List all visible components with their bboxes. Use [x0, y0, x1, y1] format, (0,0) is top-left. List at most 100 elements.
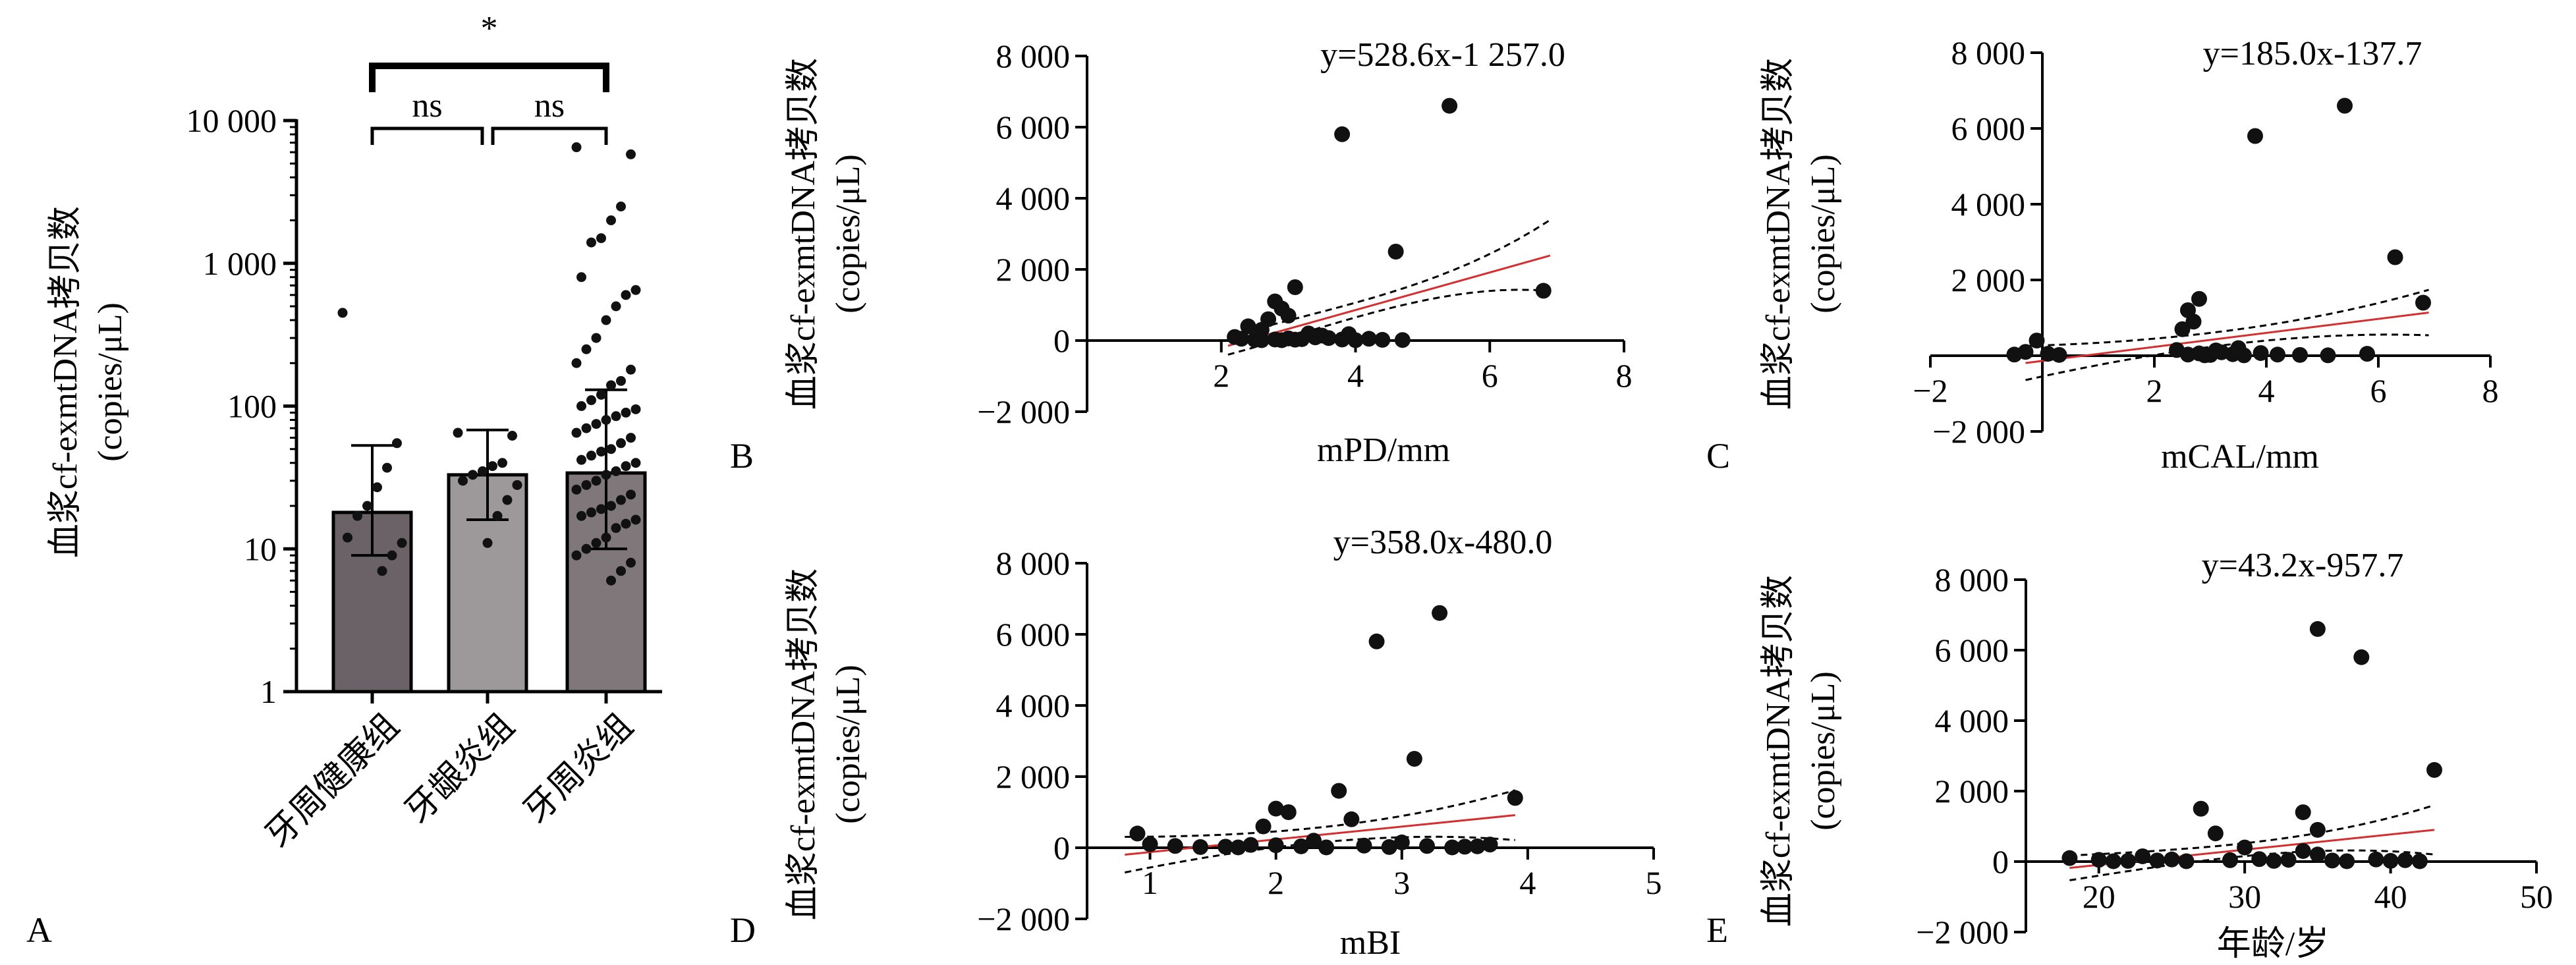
d-y-tick-label: −2 000: [977, 900, 1070, 937]
c-data-point: [2270, 346, 2285, 363]
c-x-label: mCAL/mm: [2161, 438, 2319, 476]
b-x-tick-label: 6: [1482, 357, 1498, 394]
c-ci-upper: [2025, 289, 2429, 347]
a-data-point: [591, 476, 602, 486]
b-ci-upper: [1227, 219, 1551, 338]
e-x-tick-label: 20: [2083, 878, 2115, 915]
a-data-point: [576, 455, 586, 465]
c-data-point: [2191, 290, 2207, 307]
e-ci-lower: [2069, 849, 2435, 881]
a-data-point: [581, 480, 592, 490]
a-y-tick-label: 10: [244, 530, 277, 567]
a-data-point: [571, 142, 582, 153]
a-significance-label: ns: [412, 87, 442, 124]
d-y-label-line1: 血浆cf-exmtDNA拷贝数: [785, 568, 822, 920]
b-y-tick-label: 6 000: [996, 109, 1071, 146]
d-fit-line: [1125, 814, 1515, 856]
a-significance-bracket: [370, 126, 484, 145]
a-y-tick-label: 1 000: [203, 245, 277, 282]
e-data-point: [2193, 800, 2209, 817]
c-data-point: [2359, 346, 2375, 362]
c-fit-line: [2025, 312, 2429, 364]
e-data-point: [2149, 852, 2166, 869]
panel-c-letter: C: [1706, 436, 1730, 476]
a-data-point: [387, 550, 397, 561]
d-data-point: [1129, 825, 1146, 842]
e-data-point: [2295, 804, 2311, 821]
a-y-label-line2: (copies/μL): [92, 302, 129, 462]
d-data-point: [1243, 837, 1259, 853]
a-significance-bracket: [491, 126, 608, 145]
a-data-point: [626, 489, 636, 500]
d-data-point: [1469, 838, 1486, 854]
d-data-point: [1192, 839, 1208, 855]
c-y-tick-label: −2 000: [1932, 413, 2025, 450]
a-data-point: [626, 149, 636, 159]
b-x-label: mPD/mm: [1317, 431, 1450, 469]
c-y-tick-label: 2 000: [1951, 262, 2026, 298]
d-data-point: [1457, 839, 1473, 855]
a-data-point: [497, 458, 507, 468]
a-data-point: [606, 575, 616, 586]
e-data-point: [2266, 852, 2282, 869]
a-data-point: [337, 308, 348, 318]
a-data-point: [512, 480, 522, 490]
a-data-point: [616, 566, 626, 576]
a-category-label: 牙周炎组: [517, 707, 640, 831]
e-y-tick-label: 4 000: [1935, 702, 2009, 739]
d-x-tick-label: 5: [1646, 864, 1662, 901]
d-data-point: [1331, 783, 1347, 799]
c-data-point: [2292, 346, 2308, 363]
e-data-point: [2207, 825, 2224, 842]
e-data-point: [2426, 761, 2442, 778]
a-data-point: [611, 523, 621, 534]
a-data-point: [453, 427, 463, 438]
b-data-point: [1360, 331, 1377, 347]
c-data-point: [2320, 347, 2336, 364]
c-data-point: [2415, 294, 2431, 311]
b-data-point: [1274, 332, 1290, 348]
a-category-label: 牙周健康组: [259, 707, 406, 855]
a-data-point: [626, 364, 636, 375]
d-equation: y=358.0x-480.0: [1333, 524, 1553, 561]
c-y-label-line2: (copies/μL): [1805, 154, 1842, 314]
b-data-point: [1535, 283, 1552, 299]
b-y-label-line1: 血浆cf-exmtDNA拷贝数: [785, 58, 822, 410]
a-data-point: [581, 543, 592, 554]
c-y-label-line1: 血浆cf-exmtDNA拷贝数: [1760, 58, 1797, 410]
a-data-point: [596, 233, 606, 244]
a-data-point: [571, 427, 582, 438]
a-data-point: [576, 401, 586, 411]
d-ci-lower: [1125, 835, 1515, 873]
a-data-point: [611, 466, 621, 476]
b-equation: y=528.6x-1 257.0: [1320, 36, 1565, 74]
b-y-tick-label: 0: [1053, 322, 1070, 359]
a-data-point: [616, 495, 626, 505]
d-x-label: mBI: [1340, 924, 1401, 962]
panel-e-letter: E: [1706, 910, 1728, 950]
c-x-tick-label: 6: [2370, 372, 2387, 409]
a-data-point: [606, 501, 616, 511]
c-x-tick-label: 4: [2258, 372, 2275, 409]
c-y-tick-label: 4 000: [1951, 186, 2026, 223]
c-x-tick-label: 2: [2146, 372, 2163, 409]
d-data-point: [1343, 811, 1360, 827]
a-data-point: [596, 504, 606, 514]
e-y-tick-label: 0: [1992, 843, 2009, 880]
a-data-point: [586, 451, 596, 461]
c-data-point: [2185, 314, 2202, 330]
b-data-point: [1287, 279, 1303, 295]
a-data-point: [630, 458, 641, 468]
panel-b-letter: B: [730, 436, 754, 476]
d-data-point: [1255, 818, 1272, 835]
a-data-point: [492, 510, 503, 521]
a-data-point: [482, 538, 493, 548]
e-data-point: [2324, 852, 2340, 869]
d-x-tick-label: 2: [1268, 864, 1284, 901]
e-ci-upper: [2069, 804, 2435, 857]
b-data-point: [1442, 97, 1458, 114]
e-data-point: [2411, 853, 2428, 869]
a-data-point: [601, 470, 611, 480]
e-x-tick-label: 50: [2520, 878, 2553, 915]
